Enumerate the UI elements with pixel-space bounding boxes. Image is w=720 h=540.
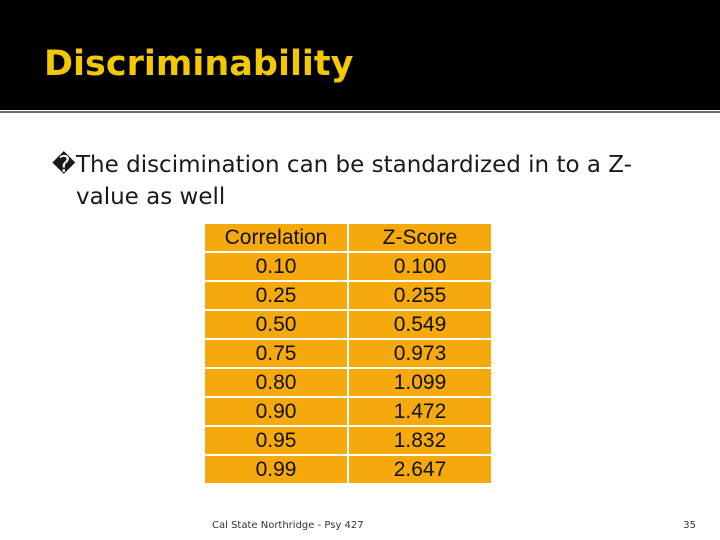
z-score-cell: 1.472 — [347, 396, 493, 427]
table-row: 0.25 0.255 — [203, 280, 493, 311]
correlation-cell: 0.75 — [203, 338, 349, 369]
slide-title: Discriminability — [44, 44, 354, 84]
z-score-cell: 1.099 — [347, 367, 493, 398]
title-bar: Discriminability — [0, 0, 720, 110]
header-z-score: Z-Score — [347, 222, 493, 253]
correlation-cell: 0.25 — [203, 280, 349, 311]
table-row: 0.10 0.100 — [203, 251, 493, 282]
z-score-cell: 0.100 — [347, 251, 493, 282]
correlation-cell: 0.10 — [203, 251, 349, 282]
table-row: 0.99 2.647 — [203, 454, 493, 485]
z-score-cell: 0.973 — [347, 338, 493, 369]
page-number: 35 — [683, 520, 696, 531]
z-score-cell: 1.832 — [347, 425, 493, 456]
table-header-row: Correlation Z-Score — [203, 222, 493, 253]
correlation-cell: 0.90 — [203, 396, 349, 427]
table-row: 0.75 0.973 — [203, 338, 493, 369]
table-row: 0.90 1.472 — [203, 396, 493, 427]
correlation-zscore-table: Correlation Z-Score 0.10 0.100 0.25 0.25… — [203, 222, 493, 485]
table-row: 0.80 1.099 — [203, 367, 493, 398]
title-divider — [0, 111, 720, 113]
table-row: 0.95 1.832 — [203, 425, 493, 456]
footer-text: Cal State Northridge - Psy 427 — [212, 520, 364, 531]
correlation-cell: 0.99 — [203, 454, 349, 485]
correlation-cell: 0.95 — [203, 425, 349, 456]
bullet-marker: � — [52, 152, 76, 178]
table-row: 0.50 0.549 — [203, 309, 493, 340]
bullet-point: � The discimination can be standardized … — [52, 149, 692, 213]
correlation-cell: 0.80 — [203, 367, 349, 398]
correlation-cell: 0.50 — [203, 309, 349, 340]
bullet-text: The discimination can be standardized in… — [76, 152, 632, 210]
z-score-cell: 0.255 — [347, 280, 493, 311]
header-correlation: Correlation — [203, 222, 349, 253]
z-score-cell: 2.647 — [347, 454, 493, 485]
z-score-cell: 0.549 — [347, 309, 493, 340]
